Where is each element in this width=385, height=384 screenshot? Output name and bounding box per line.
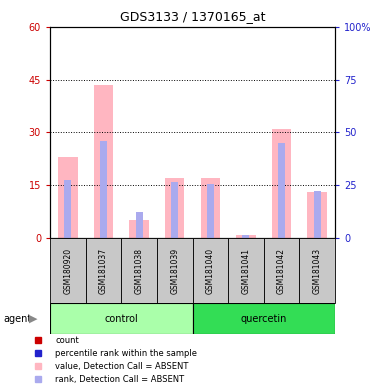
- Bar: [136, 212, 142, 238]
- Text: GSM181038: GSM181038: [135, 248, 144, 294]
- Text: GSM181042: GSM181042: [277, 248, 286, 294]
- Text: rank, Detection Call = ABSENT: rank, Detection Call = ABSENT: [55, 374, 184, 384]
- Text: GSM181040: GSM181040: [206, 248, 215, 294]
- Text: control: control: [104, 314, 138, 324]
- Text: agent: agent: [4, 314, 32, 324]
- Bar: [264, 238, 300, 303]
- Title: GDS3133 / 1370165_at: GDS3133 / 1370165_at: [120, 10, 265, 23]
- Bar: [314, 190, 321, 238]
- Text: GSM180920: GSM180920: [64, 248, 72, 294]
- Bar: [207, 184, 214, 238]
- Bar: [50, 238, 85, 303]
- Bar: [300, 238, 335, 303]
- Bar: [165, 178, 184, 238]
- Bar: [307, 192, 327, 238]
- Bar: [100, 141, 107, 238]
- Text: value, Detection Call = ABSENT: value, Detection Call = ABSENT: [55, 361, 188, 371]
- Bar: [58, 157, 78, 238]
- Bar: [129, 220, 149, 238]
- Text: GSM181037: GSM181037: [99, 248, 108, 294]
- Text: percentile rank within the sample: percentile rank within the sample: [55, 349, 197, 358]
- Bar: [171, 182, 178, 238]
- Text: GSM181041: GSM181041: [241, 248, 250, 294]
- Text: quercetin: quercetin: [241, 314, 287, 324]
- Bar: [192, 303, 335, 334]
- Bar: [157, 238, 192, 303]
- Bar: [94, 85, 113, 238]
- Bar: [236, 235, 256, 238]
- Text: count: count: [55, 336, 79, 344]
- Bar: [85, 238, 121, 303]
- Bar: [192, 238, 228, 303]
- Bar: [272, 129, 291, 238]
- Bar: [64, 180, 71, 238]
- Bar: [50, 303, 192, 334]
- Text: GSM181043: GSM181043: [313, 248, 321, 294]
- Text: ▶: ▶: [29, 314, 37, 324]
- Bar: [121, 238, 157, 303]
- Bar: [243, 235, 249, 238]
- Bar: [228, 238, 264, 303]
- Bar: [201, 178, 220, 238]
- Bar: [278, 143, 285, 238]
- Text: GSM181039: GSM181039: [170, 248, 179, 294]
